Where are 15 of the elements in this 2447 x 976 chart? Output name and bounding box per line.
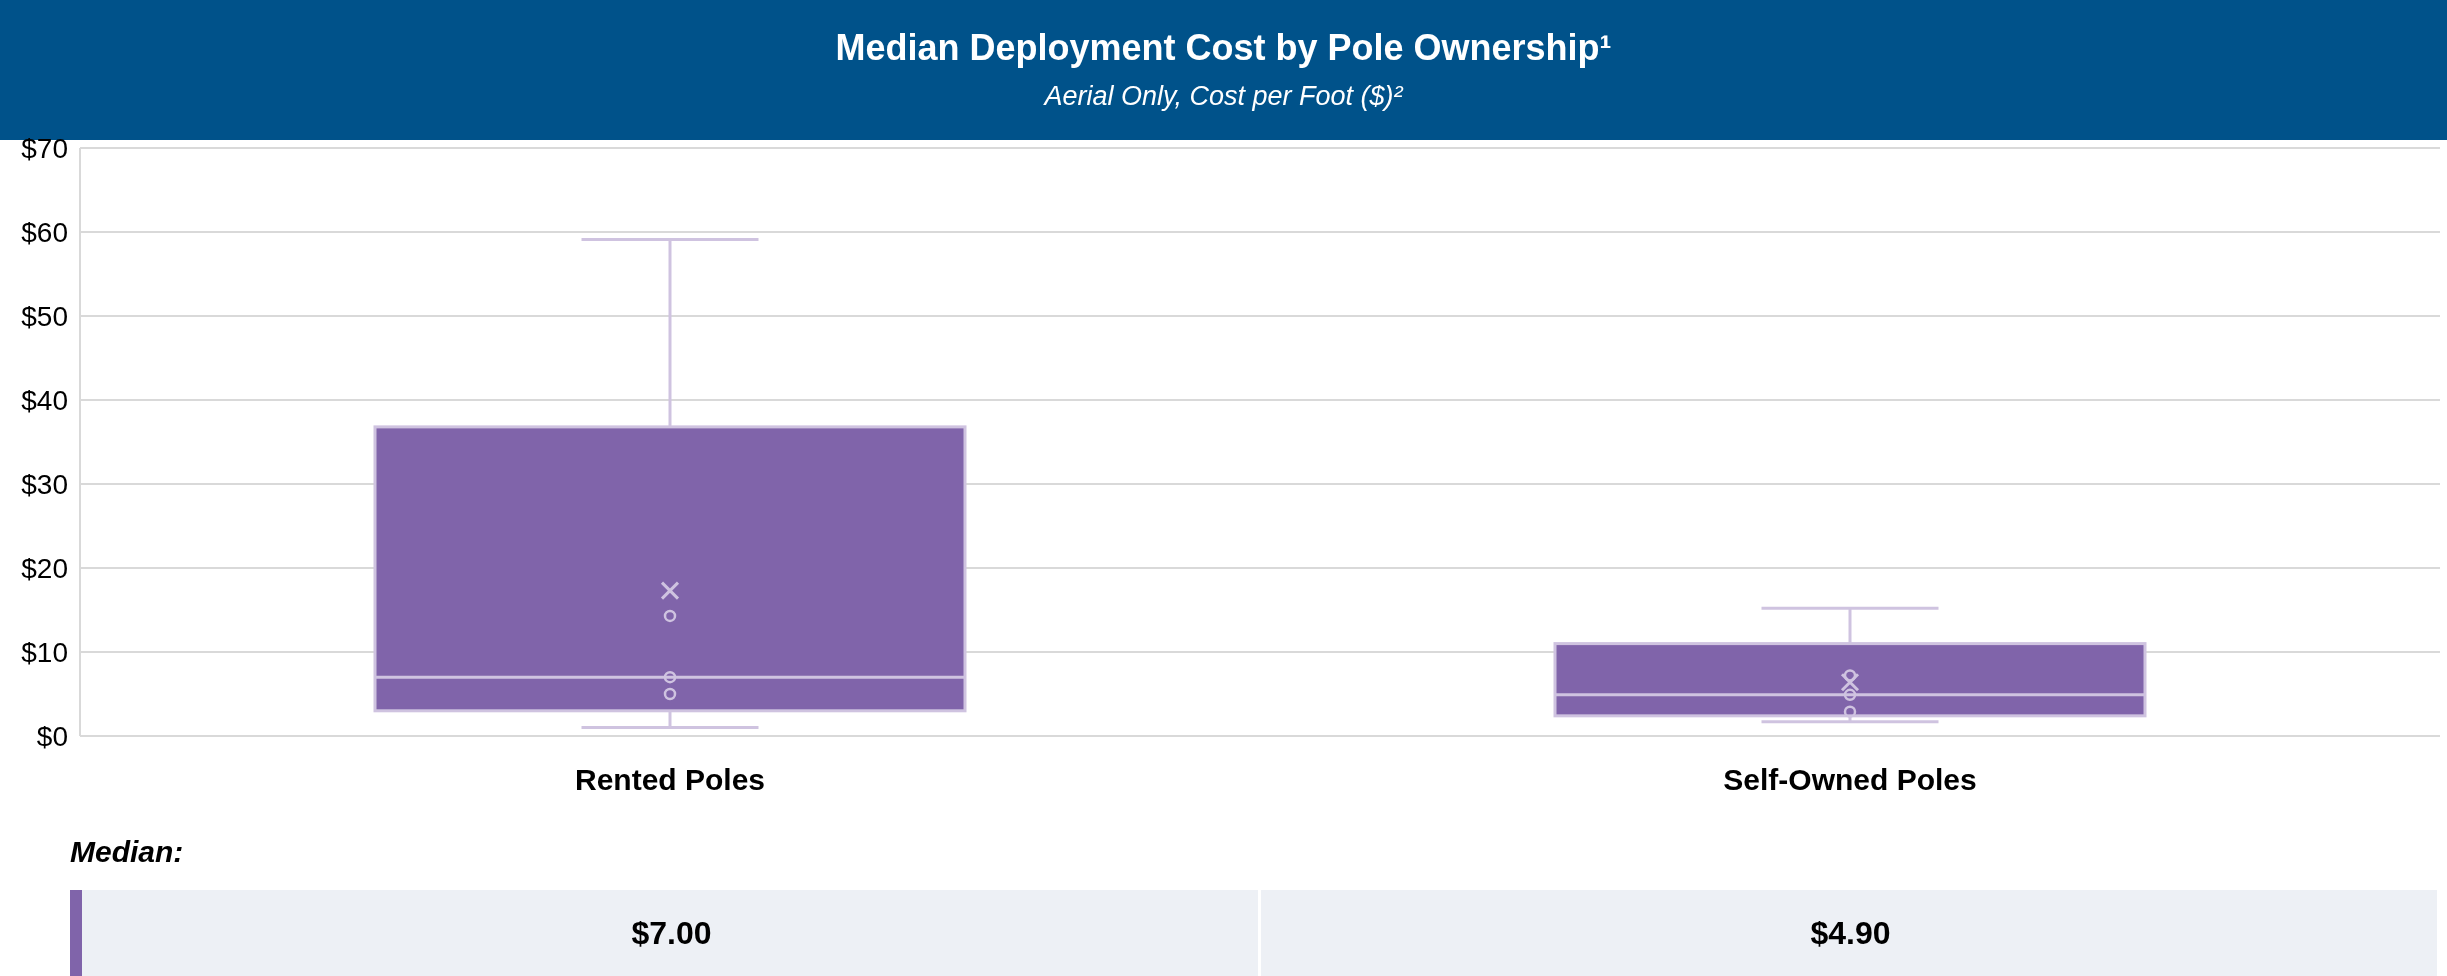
y-tick-label: $20 (21, 552, 68, 584)
y-tick-label: $10 (21, 636, 68, 668)
y-tick-label: $40 (21, 384, 68, 416)
y-tick-label: $0 (36, 720, 68, 752)
chart-subtitle: Aerial Only, Cost per Foot ($)² (1042, 81, 1404, 111)
y-tick-label: $30 (21, 468, 68, 500)
y-tick-label: $70 (21, 132, 68, 164)
y-tick-label: $50 (21, 300, 68, 332)
y-tick-label: $60 (21, 216, 68, 248)
x-tick-label: Self-Owned Poles (1723, 763, 1977, 796)
chart-title: Median Deployment Cost by Pole Ownership¹ (835, 27, 1612, 68)
x-tick-label: Rented Poles (574, 763, 766, 796)
text: $4.90 (1810, 915, 1891, 952)
text: Median: (70, 835, 184, 868)
text: $7.00 (631, 915, 712, 952)
